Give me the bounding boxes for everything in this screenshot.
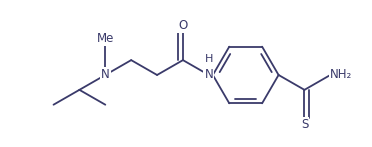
- Text: S: S: [301, 118, 308, 131]
- Text: Me: Me: [97, 32, 114, 45]
- Text: N: N: [101, 69, 110, 81]
- Text: NH₂: NH₂: [330, 69, 353, 81]
- Text: H: H: [205, 54, 213, 64]
- Text: N: N: [205, 69, 213, 81]
- Text: O: O: [178, 19, 187, 32]
